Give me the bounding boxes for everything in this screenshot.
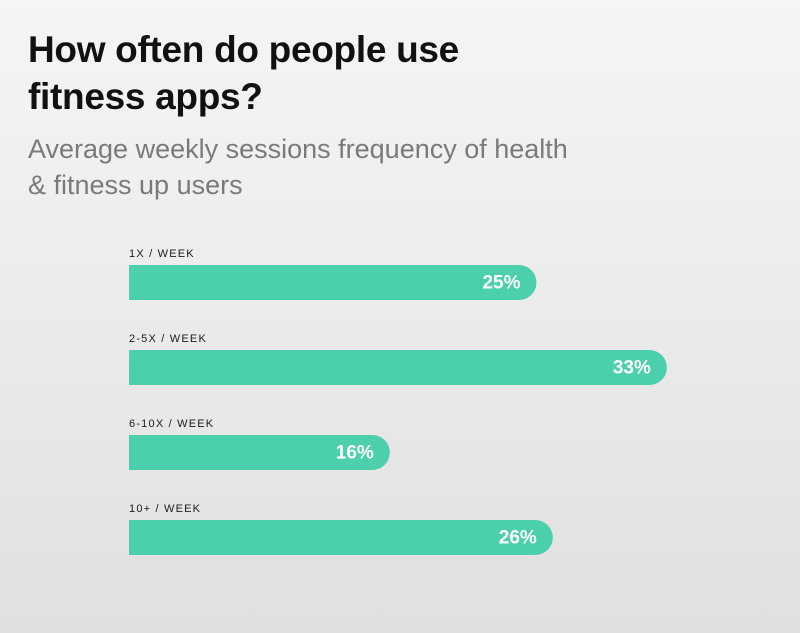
- bar-row: 10+ / WEEK 26%: [129, 503, 553, 555]
- chart-title: How often do people use fitness apps?: [28, 29, 459, 117]
- bar: [129, 435, 390, 470]
- bar: [129, 265, 537, 300]
- category-label: 1X / WEEK: [129, 248, 195, 260]
- category-label: 10+ / WEEK: [129, 503, 201, 515]
- chart-subtitle: Average weekly sessions frequency of hea…: [28, 134, 568, 200]
- bar: [129, 520, 553, 555]
- category-label: 6-10X / WEEK: [129, 418, 214, 430]
- bar-row: 6-10X / WEEK 16%: [129, 418, 390, 470]
- bar: [129, 350, 667, 385]
- bar-value-label: 16%: [336, 443, 374, 464]
- bar-row: 2-5X / WEEK 33%: [129, 333, 667, 385]
- bar-row: 1X / WEEK 25%: [129, 248, 537, 300]
- category-label: 2-5X / WEEK: [129, 333, 207, 345]
- bar-value-label: 33%: [613, 358, 651, 379]
- bar-value-label: 26%: [499, 528, 537, 549]
- bar-value-label: 25%: [482, 273, 520, 294]
